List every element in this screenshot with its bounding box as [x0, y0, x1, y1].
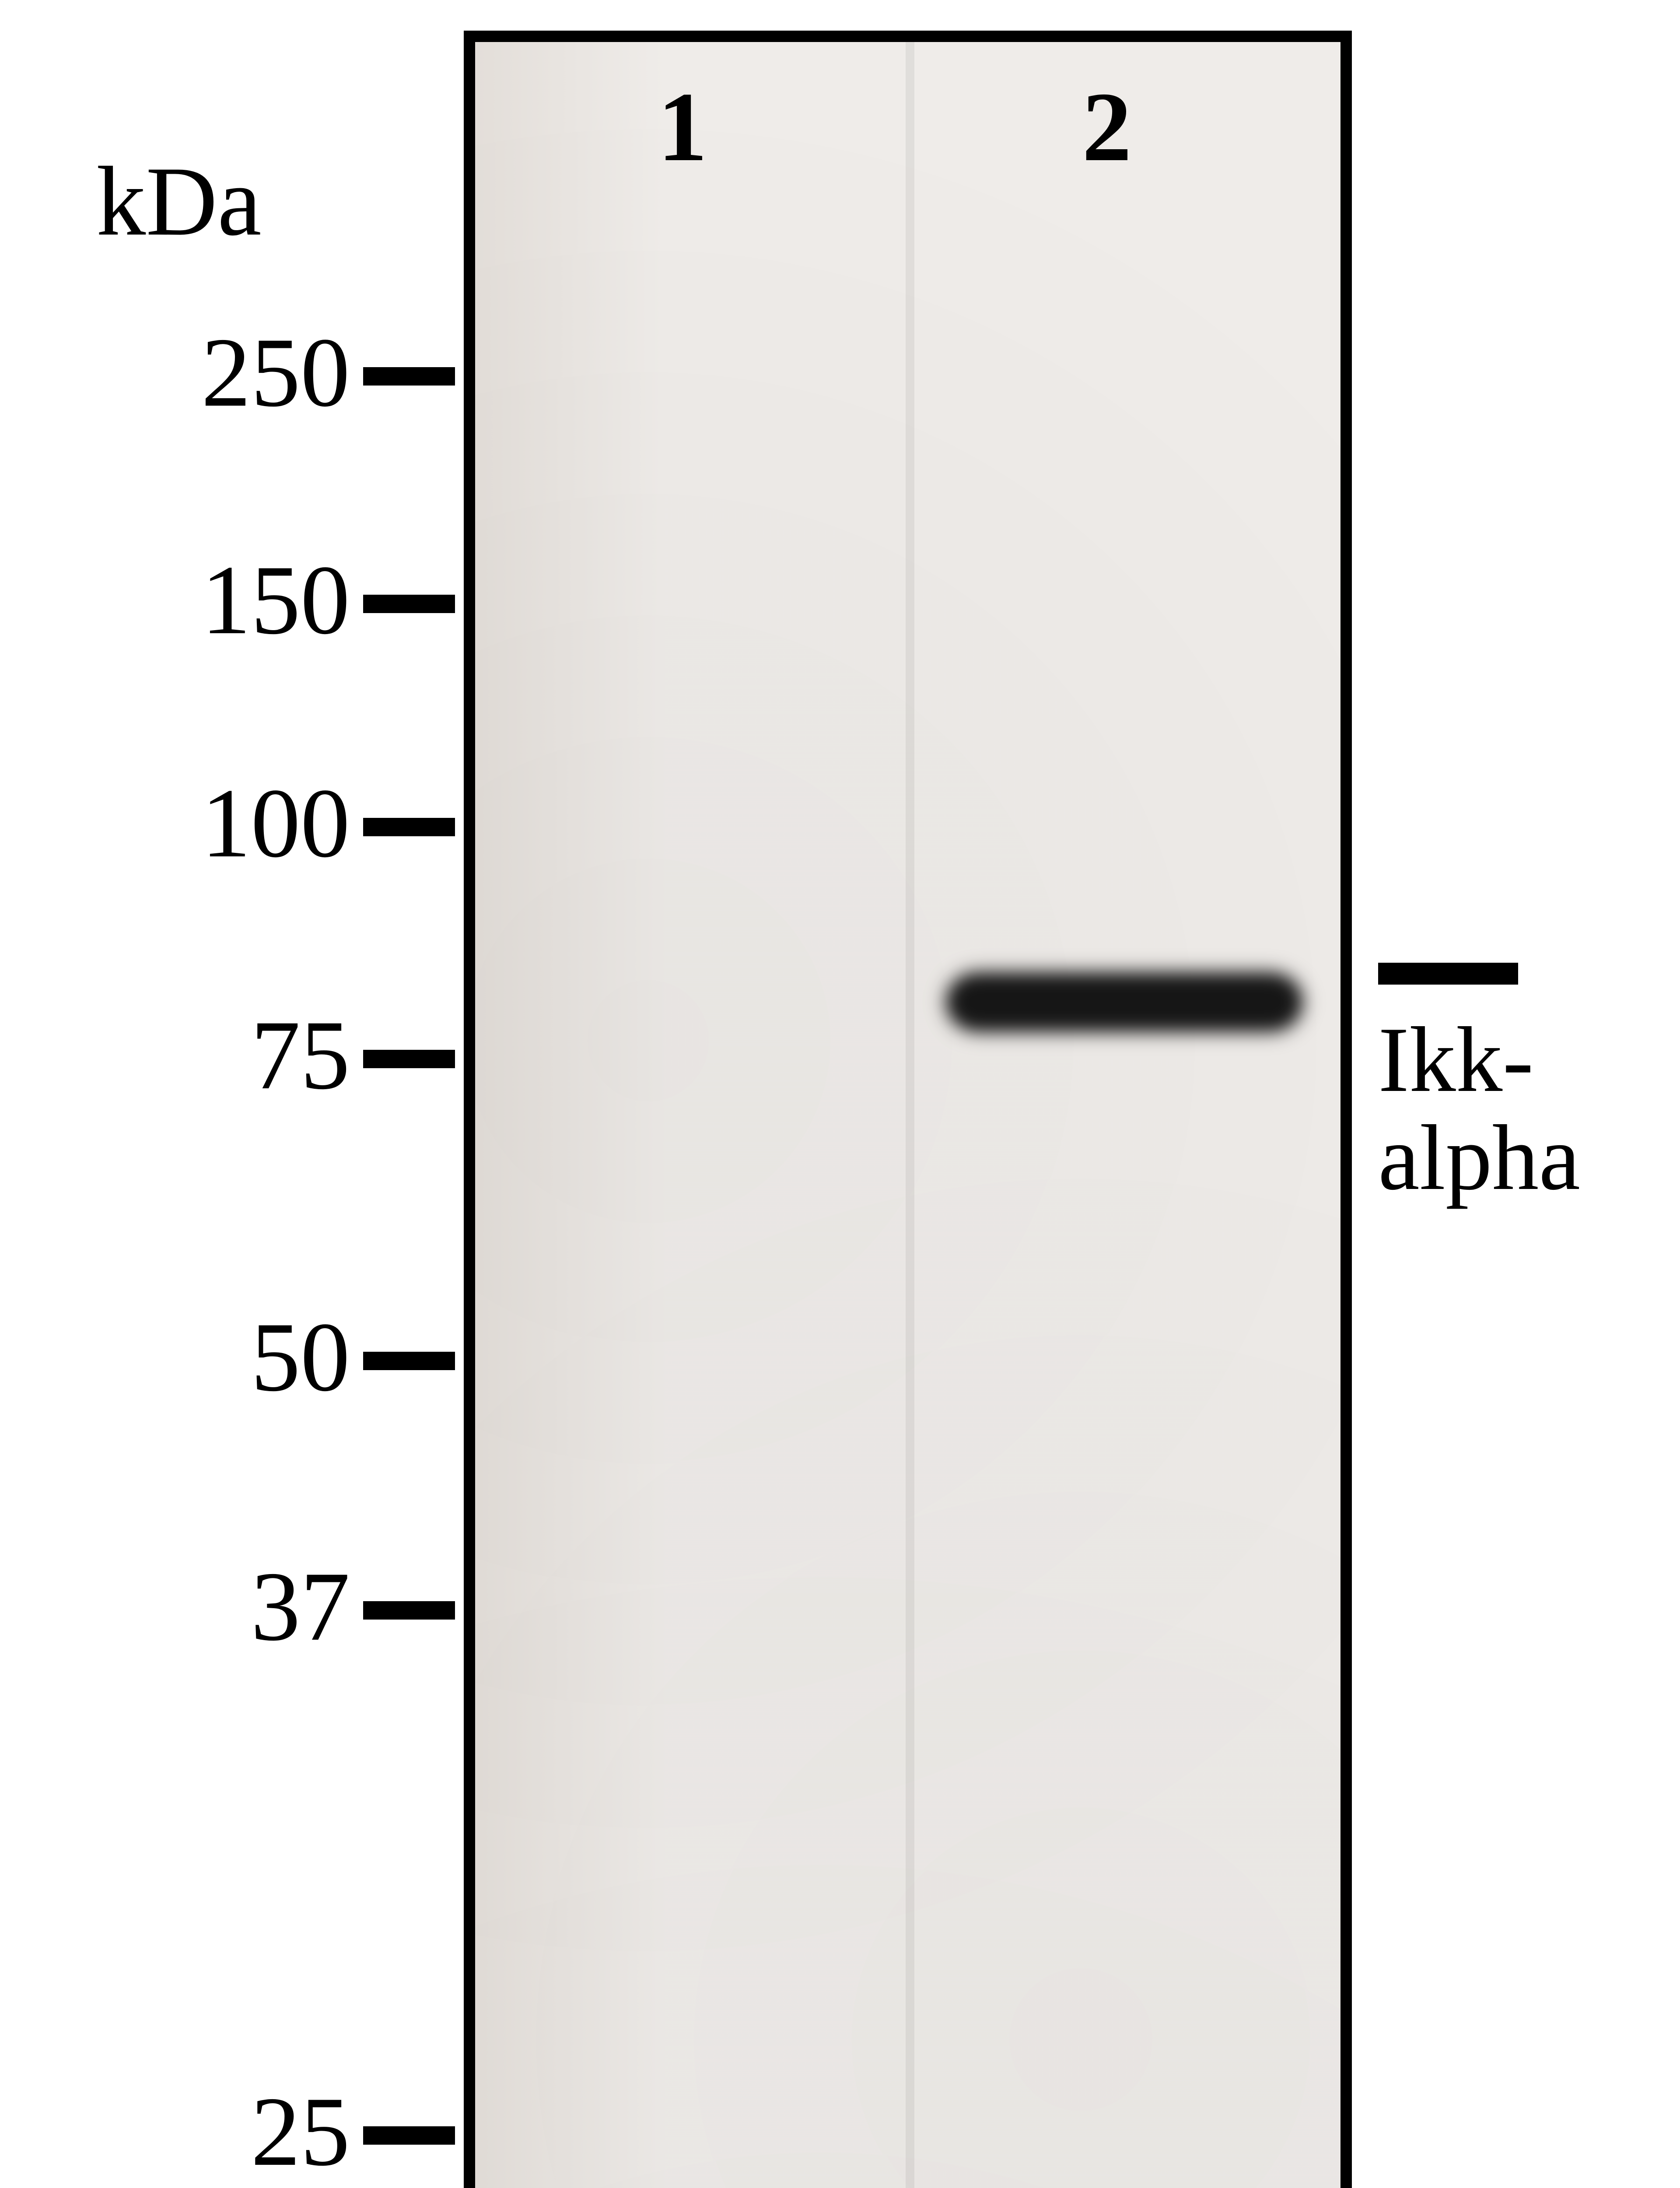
ladder-marker-value: 37: [0, 1550, 350, 1664]
lane-label-1: 1: [648, 70, 718, 184]
ladder-marker-value: 75: [0, 998, 350, 1112]
protein-band: [949, 976, 1299, 1028]
ladder-marker-value: 150: [0, 543, 350, 657]
blot-membrane: 1 2: [475, 42, 1340, 2188]
ladder-unit-label: kDa: [96, 144, 262, 259]
ladder-marker-value: 250: [0, 316, 350, 430]
target-indicator-tick: [1378, 963, 1518, 985]
ladder-marker-tick: [363, 2126, 455, 2145]
ladder-marker-tick: [363, 595, 455, 613]
lane-divider: [906, 42, 914, 2188]
ladder-marker-tick: [363, 1601, 455, 1620]
ladder-marker-tick: [363, 1050, 455, 1068]
ladder-marker-value: 25: [0, 2075, 350, 2188]
ladder-marker-tick: [363, 1352, 455, 1370]
target-label: Ikk- alpha: [1378, 1011, 1580, 1207]
target-label-line-2: alpha: [1378, 1106, 1580, 1210]
target-label-line-1: Ikk-: [1378, 1008, 1533, 1112]
lane-label-2: 2: [1072, 70, 1142, 184]
ladder-marker-tick: [363, 367, 455, 386]
figure-root: 1 2 kDa 250150100755037252015 Ikk- alpha: [0, 0, 1680, 2188]
ladder-marker-value: 100: [0, 766, 350, 880]
ladder-marker-tick: [363, 818, 455, 836]
ladder-marker-value: 50: [0, 1300, 350, 1414]
